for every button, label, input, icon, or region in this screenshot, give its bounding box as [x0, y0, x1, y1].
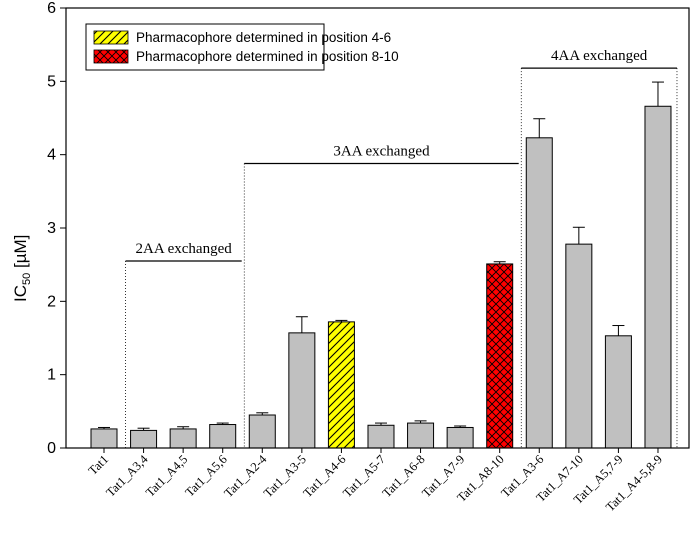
- bar: [288, 332, 316, 449]
- y-axis-title-main: IC: [11, 285, 30, 302]
- bar: [90, 428, 118, 449]
- bar: [525, 137, 553, 449]
- bar: [446, 426, 474, 449]
- x-tick-label: Tat1_A3,4: [103, 452, 151, 500]
- y-axis-title-unit: [µM]: [11, 235, 30, 273]
- legend-swatch-red: [93, 49, 129, 64]
- bar: [644, 105, 672, 449]
- y-tick-label: 1: [47, 367, 56, 384]
- bar: [130, 429, 158, 449]
- y-tick-label: 4: [47, 147, 56, 164]
- bar: [327, 321, 355, 449]
- x-tick-label: Tat1: [86, 452, 111, 477]
- plot-area: 0123456Tat1Tat1_A3,4Tat1_A4,5Tat1_A5,6Ta…: [47, 0, 678, 514]
- bar: [407, 422, 435, 449]
- y-axis-title-sub: 50: [21, 273, 33, 285]
- y-tick-label: 2: [47, 293, 56, 310]
- legend: Pharmacophore determined in position 4-6…: [85, 23, 399, 71]
- bar: [486, 263, 514, 449]
- bar: [248, 414, 276, 449]
- y-tick-label: 6: [47, 0, 56, 17]
- legend-swatch-yellow: [93, 30, 129, 45]
- svg-text:IC50 [µM]: IC50 [µM]: [11, 235, 33, 302]
- group-label: 3AA exchanged: [333, 143, 430, 159]
- y-tick-label: 0: [47, 440, 56, 457]
- legend-label-red: Pharmacophore determined in position 8-1…: [136, 49, 399, 64]
- group-label: 4AA exchanged: [551, 48, 648, 64]
- legend-label-yellow: Pharmacophore determined in position 4-6: [136, 30, 391, 45]
- bar: [367, 424, 395, 449]
- y-tick-label: 3: [47, 220, 56, 237]
- y-axis-title: IC50 [µM]: [11, 235, 33, 302]
- bar: [604, 335, 632, 449]
- plot-frame: [65, 7, 690, 449]
- bar: [169, 428, 197, 449]
- bar: [565, 243, 593, 449]
- bar: [209, 424, 237, 449]
- group-label: 2AA exchanged: [136, 241, 233, 257]
- x-tick-label: Tat1_A4,5: [143, 452, 190, 499]
- y-tick-label: 5: [47, 73, 56, 90]
